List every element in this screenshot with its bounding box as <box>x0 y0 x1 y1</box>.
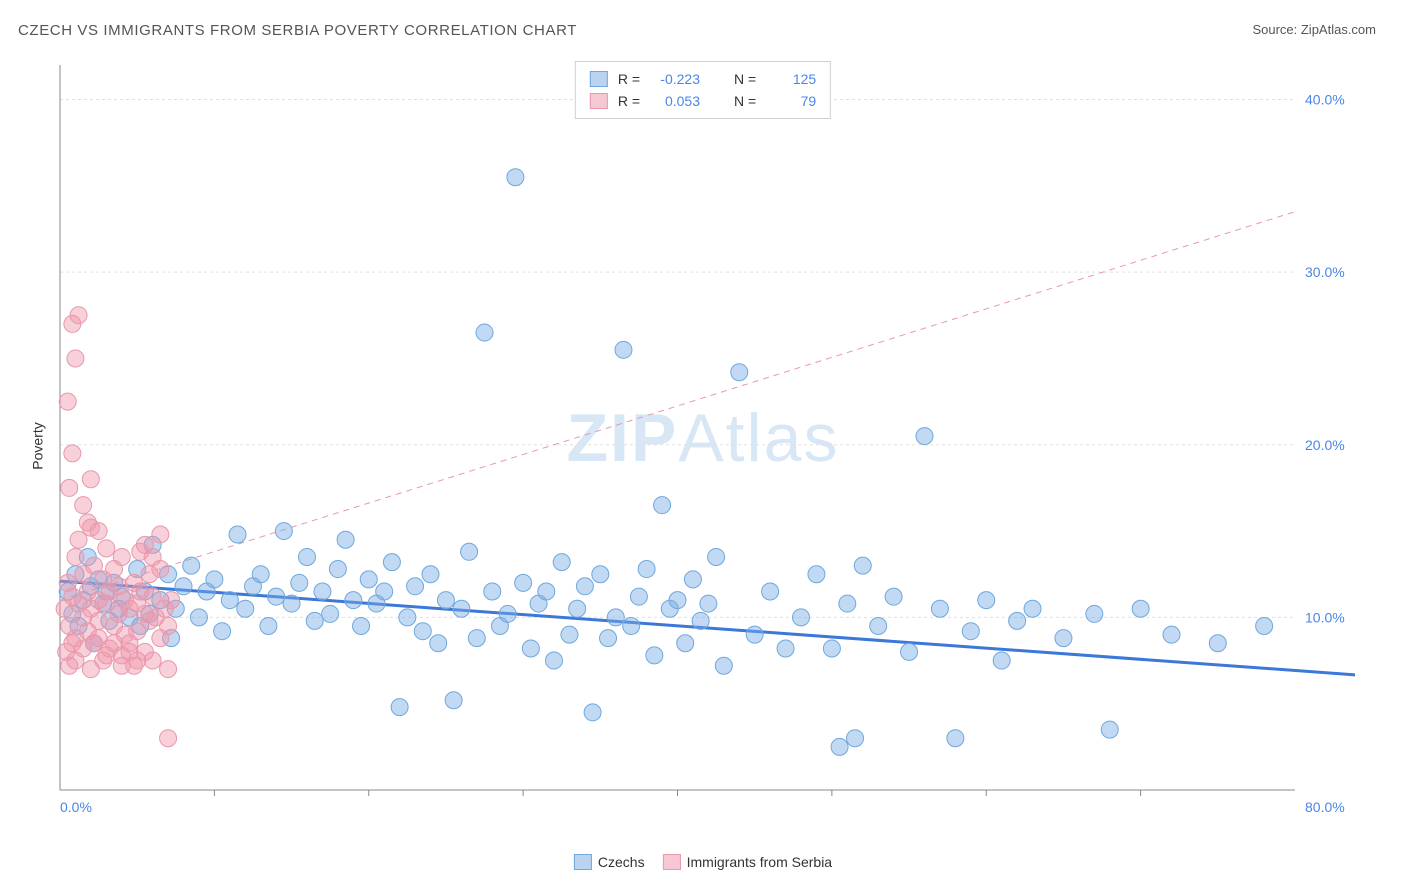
chart-container: CZECH VS IMMIGRANTS FROM SERBIA POVERTY … <box>0 0 1406 892</box>
source-attribution: Source: ZipAtlas.com <box>1252 22 1376 37</box>
stats-row-2: R = 0.053 N = 79 <box>590 90 816 112</box>
stats-box: R = -0.223 N = 125 R = 0.053 N = 79 <box>575 61 831 119</box>
svg-text:0.0%: 0.0% <box>60 799 92 815</box>
svg-text:10.0%: 10.0% <box>1305 609 1345 625</box>
swatch-series-2 <box>590 93 608 109</box>
stat-r-label: R = <box>618 90 640 112</box>
svg-text:80.0%: 80.0% <box>1305 799 1345 815</box>
stat-n-label: N = <box>734 68 756 90</box>
source-link[interactable]: ZipAtlas.com <box>1301 22 1376 37</box>
chart-title: CZECH VS IMMIGRANTS FROM SERBIA POVERTY … <box>18 22 577 39</box>
svg-text:30.0%: 30.0% <box>1305 264 1345 280</box>
legend-swatch-2 <box>663 854 681 870</box>
svg-text:40.0%: 40.0% <box>1305 92 1345 108</box>
source-prefix: Source: <box>1252 22 1300 37</box>
legend-item-2: Immigrants from Serbia <box>663 854 832 870</box>
stat-r-label: R = <box>618 68 640 90</box>
scatter-plot: 10.0% 20.0% 30.0% 40.0% 0.0% 80.0% <box>50 60 1355 830</box>
legend-label-1: Czechs <box>598 854 645 870</box>
bottom-legend: Czechs Immigrants from Serbia <box>574 854 832 870</box>
swatch-series-1 <box>590 71 608 87</box>
legend-item-1: Czechs <box>574 854 645 870</box>
stat-n-label: N = <box>734 90 756 112</box>
stat-r-value-2: 0.053 <box>650 90 700 112</box>
stats-row-1: R = -0.223 N = 125 <box>590 68 816 90</box>
svg-text:20.0%: 20.0% <box>1305 437 1345 453</box>
stat-n-value-1: 125 <box>766 68 816 90</box>
stat-n-value-2: 79 <box>766 90 816 112</box>
stat-r-value-1: -0.223 <box>650 68 700 90</box>
legend-swatch-1 <box>574 854 592 870</box>
legend-label-2: Immigrants from Serbia <box>687 854 832 870</box>
y-axis-label: Poverty <box>30 422 46 469</box>
